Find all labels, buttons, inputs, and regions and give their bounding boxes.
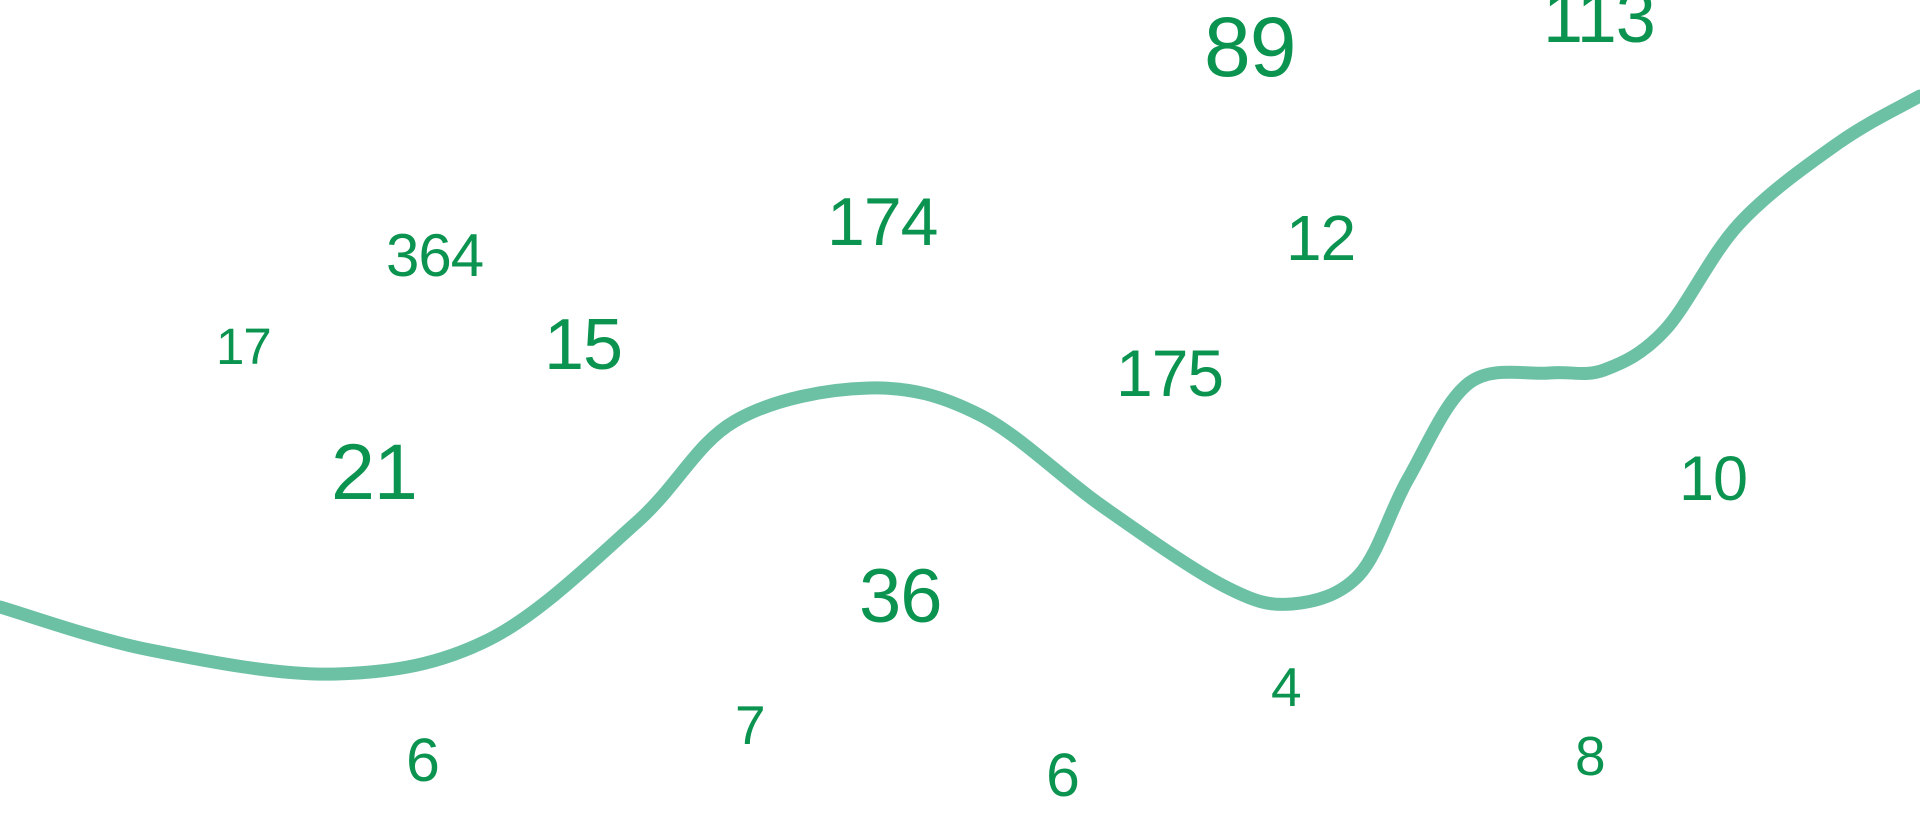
number-label: 174	[827, 184, 938, 260]
number-label: 17	[216, 318, 272, 375]
number-label: 8	[1575, 725, 1606, 787]
number-label: 364	[386, 222, 484, 289]
number-label: 10	[1679, 444, 1748, 514]
number-label: 4	[1271, 656, 1302, 718]
number-label: 36	[859, 554, 943, 639]
number-label: 6	[406, 726, 440, 794]
number-label: 175	[1116, 336, 1224, 410]
number-label: 15	[544, 305, 623, 385]
number-label: 89	[1204, 0, 1296, 94]
number-label: 113	[1543, 0, 1656, 58]
number-label: 21	[331, 427, 418, 516]
number-label: 12	[1286, 202, 1356, 274]
number-label: 7	[735, 694, 766, 756]
number-label: 6	[1046, 741, 1080, 809]
wavy-curve-line	[0, 89, 1920, 681]
